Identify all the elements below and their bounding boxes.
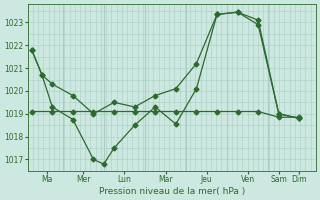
X-axis label: Pression niveau de la mer( hPa ): Pression niveau de la mer( hPa ) xyxy=(99,187,245,196)
